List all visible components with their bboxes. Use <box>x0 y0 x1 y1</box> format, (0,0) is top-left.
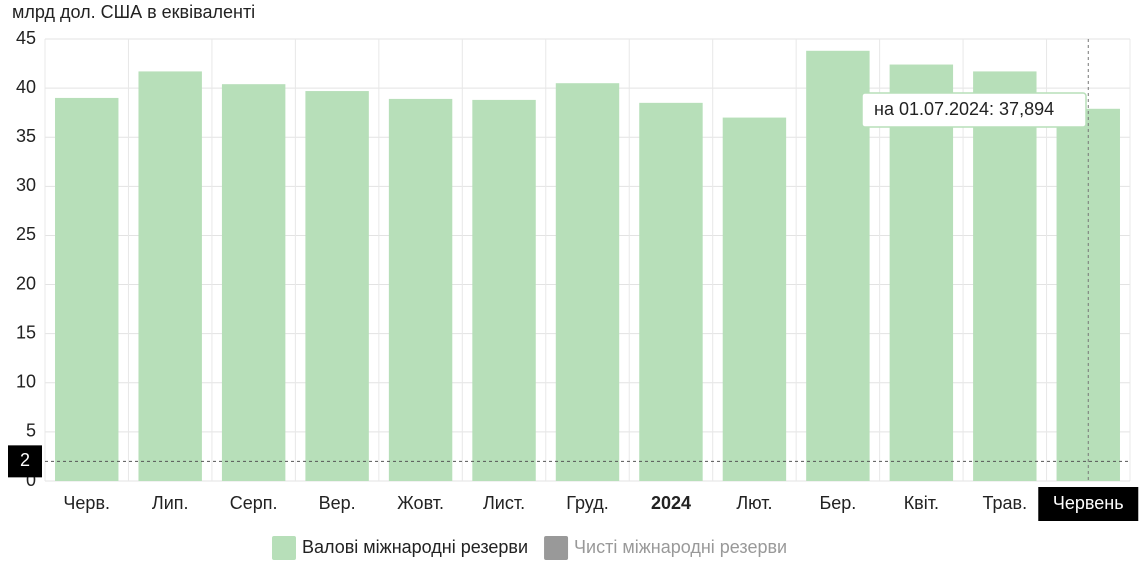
legend-swatch <box>544 536 569 560</box>
x-tick-label: Жовт. <box>397 493 444 513</box>
legend-swatch <box>272 536 296 560</box>
y-tick-label: 45 <box>16 28 36 48</box>
x-tick-label: Трав. <box>983 493 1028 513</box>
x-tick-label: Лип. <box>152 493 189 513</box>
y-tick-label: 20 <box>16 273 36 293</box>
y-tick-label: 40 <box>16 77 36 97</box>
bar <box>472 99 536 482</box>
x-tick-label: Серп. <box>230 493 278 513</box>
bar <box>55 97 119 481</box>
y-tick-label: 0 <box>26 470 36 490</box>
legend-label[interactable]: Валові міжнародні резерви <box>302 537 528 557</box>
y-tick-label: 30 <box>16 175 36 195</box>
x-tick-label: 2024 <box>651 493 691 513</box>
bar <box>889 64 954 481</box>
y-tick-label: 10 <box>16 372 36 392</box>
x-tick-label: Лют. <box>736 493 772 513</box>
crosshair-label-bg <box>8 445 42 478</box>
x-tick-label: Квіт. <box>904 493 939 513</box>
x-tick-label: Червень <box>1053 493 1124 513</box>
x-tick-label: Черв. <box>63 493 110 513</box>
tooltip: на 01.07.2024: 37,894 <box>874 99 1054 119</box>
bar <box>388 98 453 481</box>
bar <box>305 91 369 482</box>
x-tick-label: Бер. <box>819 493 856 513</box>
bar <box>722 117 787 482</box>
tooltip-bg <box>861 92 1087 128</box>
x-tick-label: Лист. <box>483 493 525 513</box>
y-tick-label: 35 <box>16 126 36 146</box>
legend-label[interactable]: Чисті міжнародні резерви <box>574 537 787 557</box>
bar <box>639 102 703 481</box>
axis-title: млрд дол. США в еквіваленті <box>12 2 255 22</box>
bar <box>973 71 1037 481</box>
y-tick-label: 15 <box>16 322 36 342</box>
x-tick-label: Вер. <box>319 493 356 513</box>
highlight-label-bg <box>1038 487 1139 521</box>
crosshair-label: 2 <box>20 450 30 470</box>
y-tick-label: 5 <box>26 421 36 441</box>
x-tick-label: Груд. <box>566 493 608 513</box>
bar <box>806 50 870 481</box>
bar <box>138 71 202 481</box>
y-tick-label: 25 <box>16 224 36 244</box>
bar <box>221 84 286 481</box>
bar <box>555 83 620 481</box>
